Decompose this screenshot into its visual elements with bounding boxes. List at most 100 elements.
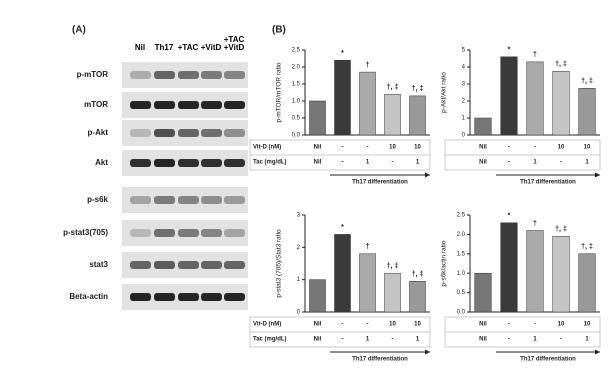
blot-band [201, 71, 222, 79]
table-cell: 10 [389, 145, 396, 151]
arrow-head [595, 349, 600, 355]
table-cell: 1 [585, 160, 589, 166]
bar [309, 279, 326, 313]
table-cell: Nil [479, 337, 487, 343]
blot-band [201, 129, 222, 137]
table-cell: - [508, 337, 510, 343]
lane-label: +TAC +VitD [223, 35, 245, 52]
significance-mark: * [508, 213, 511, 220]
blot-band [224, 261, 245, 269]
blot-band [130, 293, 151, 301]
table-cell: Nil [314, 145, 322, 151]
blot-band [201, 293, 222, 301]
blot-band [130, 229, 151, 237]
y-tick-label: 1.0 [292, 99, 301, 105]
arrow-head [595, 172, 600, 178]
y-tick-label: 2.0 [292, 65, 301, 71]
y-tick-label: 1 [297, 277, 301, 283]
y-tick-label: 0.0 [457, 310, 466, 316]
lane-label: +VitD [200, 43, 222, 52]
bar [500, 56, 518, 136]
table-cell: 10 [558, 322, 565, 328]
bar [384, 272, 401, 313]
y-axis-title: p-stat3 (705)/Stat3 ratio [276, 229, 283, 298]
blot-band [154, 159, 175, 167]
arrow-head [425, 349, 430, 355]
y-tick-label: 0.5 [457, 290, 466, 296]
table-cell: 10 [389, 322, 396, 328]
blot-band [130, 129, 151, 137]
significance-mark: * [341, 224, 344, 231]
table-row-label: Tac (mg/dL) [253, 337, 287, 343]
table-cell: 1 [366, 337, 370, 343]
blot-band [178, 129, 199, 137]
blot-band [178, 71, 199, 79]
bar [526, 230, 544, 313]
row-label: p-mTOR [77, 70, 109, 79]
blot-band [224, 293, 245, 301]
table-row-label: Vit-D (nM) [253, 145, 281, 151]
bar [409, 281, 426, 313]
table-row-label: Tac (mg/dL) [253, 160, 287, 166]
blot-band [130, 71, 151, 79]
y-tick-label: 0 [462, 133, 466, 139]
significance-mark: † [366, 244, 370, 251]
y-tick-label: 0.5 [292, 116, 301, 122]
bar [474, 117, 492, 136]
table-cell: - [560, 337, 562, 343]
table-cell: - [508, 145, 510, 151]
blot-band [154, 229, 175, 237]
significance-mark: †, ‡ [387, 84, 399, 91]
y-axis-title: p-Akt/Akt ratio [441, 72, 448, 113]
blot-band [130, 261, 151, 269]
bar [384, 93, 401, 136]
significance-mark: † [366, 62, 370, 69]
blot-band [130, 101, 151, 109]
significance-mark: †, ‡ [387, 263, 399, 270]
table-cell: 10 [414, 322, 421, 328]
x-axis-title: Th17 differentiation [520, 357, 576, 363]
blot-band [178, 229, 199, 237]
blot-band [154, 129, 175, 137]
significance-mark: † [533, 220, 537, 227]
row-label: Akt [95, 158, 108, 167]
significance-mark: †, ‡ [555, 61, 567, 68]
blot-band [201, 229, 222, 237]
blot-band [178, 293, 199, 301]
blot-band [224, 229, 245, 237]
blot-band [178, 159, 199, 167]
table-cell: - [534, 322, 536, 328]
blot-band [201, 101, 222, 109]
blot-band [224, 101, 245, 109]
table-cell: - [367, 322, 369, 328]
blot-band [224, 159, 245, 167]
significance-mark: †, ‡ [555, 226, 567, 233]
bar [359, 71, 376, 136]
significance-mark: †, ‡ [412, 271, 424, 278]
blot-band [130, 159, 151, 167]
lane-label: Th17 [154, 43, 174, 52]
table-cell: 1 [416, 160, 420, 166]
table-cell: - [342, 145, 344, 151]
y-tick-label: 3 [297, 213, 301, 219]
blot-band [154, 293, 175, 301]
table-cell: 1 [416, 337, 420, 343]
table-cell: Nil [314, 160, 322, 166]
bar [359, 253, 376, 313]
significance-mark: †, ‡ [412, 86, 424, 93]
x-axis-title: Th17 differentiation [520, 180, 576, 186]
bar [526, 61, 544, 136]
x-axis-title: Th17 differentiation [352, 357, 408, 363]
arrow-head [425, 172, 430, 178]
significance-mark: † [533, 52, 537, 59]
table-cell: Nil [479, 145, 487, 151]
table-cell: Nil [314, 337, 322, 343]
blot-band [201, 261, 222, 269]
table-cell: 1 [533, 337, 537, 343]
table-cell: - [560, 160, 562, 166]
y-tick-label: 0 [297, 310, 301, 316]
table-cell: 1 [533, 160, 537, 166]
y-tick-label: 2.5 [457, 213, 466, 219]
row-label: stat3 [89, 260, 108, 269]
